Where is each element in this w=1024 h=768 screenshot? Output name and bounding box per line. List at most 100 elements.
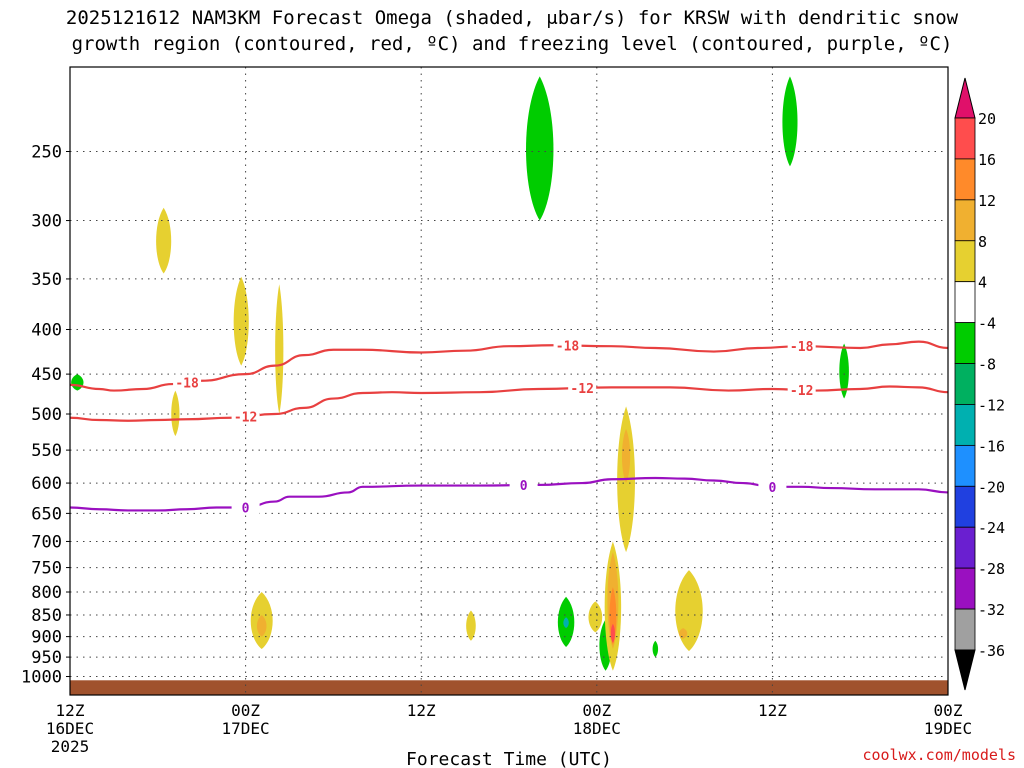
contour-label-bg: [787, 338, 816, 355]
y-tick-label: 750: [31, 559, 62, 579]
pressure-axis: 2503003504004505005506006507007508008509…: [21, 143, 70, 688]
y-tick-label: 550: [31, 441, 62, 461]
chart-title-line1: 2025121612 NAM3KM Forecast Omega (shaded…: [65, 7, 959, 29]
y-tick-label: 1000: [21, 668, 62, 688]
contour-label-bg: [509, 477, 538, 494]
omega-shaded-area: [156, 207, 172, 274]
colorbar-swatch: [954, 608, 976, 651]
x-axis-label: Forecast Time (UTC): [406, 749, 612, 768]
y-tick-label: 450: [31, 365, 62, 385]
colorbar-swatch: [954, 567, 976, 610]
y-tick-label: 800: [31, 583, 62, 603]
omega-shaded-area: [839, 343, 849, 399]
omega-shaded-area: [679, 628, 688, 639]
contour-label: -12: [570, 382, 593, 397]
colorbar-swatch: [954, 281, 976, 324]
omega-shaded-area: [588, 601, 603, 633]
colorbar-label: -28: [978, 560, 1005, 578]
x-tick-label: 12Z: [407, 701, 436, 720]
y-tick-label: 900: [31, 628, 62, 648]
x-tick-label: 12Z: [56, 701, 85, 720]
x-tick-label: 18DEC: [573, 719, 621, 738]
colorbar-label: -32: [978, 601, 1005, 619]
y-tick-label: 700: [31, 532, 62, 552]
contour-label: -12: [234, 411, 257, 426]
y-tick-label: 250: [31, 143, 62, 163]
x-tick-label: 12Z: [758, 701, 787, 720]
omega-shading-layer: [70, 76, 948, 695]
contour-label: -18: [556, 339, 580, 354]
colorbar-swatch: [954, 363, 976, 405]
omega-shaded-area: [275, 284, 284, 415]
x-tick-label: 16DEC: [46, 719, 94, 738]
contour-label-bg: [758, 478, 787, 495]
y-tick-label: 650: [31, 504, 62, 524]
contour-label-bg: [568, 379, 597, 396]
omega-shaded-area: [71, 374, 84, 391]
colorbar-swatch: [954, 444, 976, 487]
x-tick-label: 17DEC: [222, 719, 270, 738]
colorbar-label: -24: [978, 519, 1005, 537]
y-tick-label: 350: [31, 270, 62, 290]
contour-label-bg: [173, 374, 202, 391]
y-tick-label: 400: [31, 321, 62, 341]
colorbar-swatch: [954, 158, 976, 201]
omega-shaded-area: [233, 276, 249, 366]
y-tick-label: 600: [31, 474, 62, 494]
x-tick-label: 00Z: [934, 701, 963, 720]
colorbar-label: 8: [978, 233, 987, 251]
colorbar-label: 12: [978, 192, 996, 210]
colorbar-swatch: [954, 404, 976, 446]
colorbar-swatch: [954, 322, 976, 364]
contour-label: -18: [175, 376, 199, 391]
x-tick-label: 19DEC: [924, 719, 972, 738]
omega-shaded-area: [171, 390, 180, 437]
contour-layer: -18 -18 -18 -12 -12 -12 0 0 0: [69, 337, 949, 517]
omega-shaded-area: [526, 76, 554, 221]
colorbar-label: -12: [978, 396, 1005, 414]
contour-label: 0: [242, 502, 250, 517]
colorbar-label: -20: [978, 478, 1005, 496]
colorbar-label: 20: [978, 110, 996, 128]
omega-shaded-area: [652, 640, 659, 658]
contour-label: 0: [768, 481, 776, 496]
colorbar-swatch: [954, 240, 976, 283]
contour-label-bg: [787, 382, 816, 399]
omega-shaded-area: [610, 623, 615, 643]
x-tick-label: 00Z: [231, 701, 260, 720]
omega-shaded-area: [621, 428, 631, 484]
omega-colorbar: 20 16 12 8 4 -4 -8 -12 -16 -20 -24 -28 -32 -36: [954, 77, 1005, 691]
omega-shaded-area: [675, 570, 703, 652]
contour-line-dgz-minus12: [69, 385, 949, 422]
colorbar-label: -16: [978, 437, 1005, 455]
y-tick-label: 850: [31, 606, 62, 626]
y-tick-label: 950: [31, 648, 62, 668]
contour-line-dgz-minus18: [69, 340, 949, 392]
chart-title-line2: growth region (contoured, red, ºC) and f…: [71, 33, 953, 55]
site-credit: coolwx.com/models: [862, 746, 1016, 764]
colorbar-swatch: [954, 117, 976, 160]
omega-shaded-area: [466, 610, 476, 641]
contour-label-bg: [231, 499, 260, 516]
ground-surface: [70, 680, 948, 695]
colorbar-bottom-arrow: [954, 649, 976, 691]
plot-border: [69, 66, 949, 696]
colorbar-swatch: [954, 526, 976, 569]
omega-shaded-area: [563, 617, 569, 629]
contour-label-bg: [553, 337, 582, 354]
contour-label: -12: [790, 384, 813, 399]
y-tick-label: 500: [31, 405, 62, 425]
omega-shaded-area: [782, 76, 798, 167]
contour-label: 0: [520, 479, 528, 494]
colorbar-top-arrow: [954, 77, 976, 119]
plot-frame: [69, 66, 949, 696]
x-tick-label: 2025: [51, 737, 90, 756]
colorbar-label: -4: [978, 315, 996, 333]
colorbar-label: 4: [978, 274, 987, 292]
contour-label: -18: [790, 340, 814, 355]
colorbar-label: -36: [978, 642, 1005, 660]
colorbar-swatch: [954, 199, 976, 242]
colorbar-swatch: [954, 485, 976, 528]
